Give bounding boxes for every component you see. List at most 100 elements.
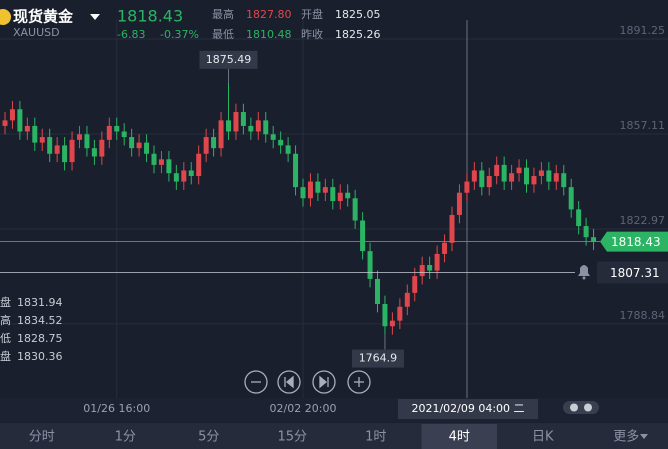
candle-body — [226, 120, 231, 132]
candle-body — [158, 159, 164, 165]
candle-body — [345, 192, 351, 199]
candle-body — [77, 134, 82, 140]
candle — [501, 156, 507, 190]
candle-body — [524, 167, 529, 185]
y-tick-label: 1822.97 — [620, 214, 666, 227]
candle-body — [322, 187, 328, 193]
low-value: 1810.48 — [246, 28, 292, 41]
candle-body — [501, 164, 507, 182]
candle-body — [151, 153, 157, 165]
candle — [9, 100, 15, 129]
candle-body — [404, 292, 410, 307]
toolbar-tab[interactable]: 日K — [532, 430, 554, 445]
y-tick-label: 1891.25 — [620, 24, 666, 37]
candle-body — [233, 112, 239, 132]
toolbar-tab[interactable]: 更多 — [613, 429, 639, 445]
candle — [352, 189, 358, 229]
candle-body — [389, 320, 395, 327]
candle — [367, 242, 373, 288]
zoom-in-button[interactable] — [347, 370, 371, 394]
alert-tag — [597, 261, 668, 284]
toolbar-tab[interactable]: 1分 — [115, 430, 136, 445]
annotation-box — [199, 50, 258, 69]
candle — [494, 156, 500, 185]
toolbar-tab[interactable]: 5分 — [198, 430, 219, 445]
symbol: XAUUSD — [13, 26, 60, 39]
candle — [307, 173, 313, 207]
candle-body — [240, 112, 246, 126]
candle — [345, 184, 351, 207]
candle — [114, 117, 120, 140]
header: 现货黄金 XAUUSD 1818.43 -6.83 -0.37% 最高 1827… — [0, 7, 381, 41]
toolbar-tab[interactable]: 15分 — [277, 430, 307, 445]
candle — [218, 112, 224, 157]
candle-body — [106, 125, 112, 140]
candle — [471, 162, 477, 190]
candle — [375, 270, 380, 313]
candle-body — [218, 120, 224, 149]
toolbar-tab[interactable]: 1时 — [365, 430, 386, 445]
candle-body — [114, 125, 120, 132]
candle-body — [337, 192, 343, 202]
candle — [39, 128, 45, 151]
candle-body — [427, 265, 433, 271]
candle — [456, 184, 462, 224]
y-tick-label: 1788.84 — [620, 309, 666, 322]
candle-body — [419, 265, 425, 277]
high-annotation: 1875.49 — [206, 53, 252, 66]
toolbar-tab[interactable]: 4时 — [449, 430, 470, 445]
candle-body — [479, 170, 485, 188]
high-label: 最高 — [212, 7, 234, 21]
candle — [531, 167, 537, 193]
candle — [270, 125, 276, 149]
candle — [136, 134, 142, 157]
candle-body — [307, 181, 313, 199]
open-value: 1825.05 — [335, 8, 381, 21]
scroll-left-button[interactable] — [277, 370, 301, 394]
candle-body — [509, 173, 515, 182]
readout-value: 1830.36 — [17, 350, 63, 363]
candle — [412, 267, 418, 302]
x-tick-label: 01/26 16:00 — [83, 402, 150, 415]
zoom-out-button[interactable] — [244, 370, 268, 394]
candle-body — [360, 220, 366, 252]
candle-body — [486, 176, 492, 188]
candle — [226, 82, 231, 140]
candle — [54, 137, 60, 163]
candle — [255, 112, 261, 140]
more-arrow[interactable] — [640, 434, 648, 439]
candle-body — [442, 242, 448, 254]
instrument-name[interactable]: 现货黄金 — [13, 8, 74, 26]
candle — [330, 178, 336, 210]
candle — [389, 312, 395, 335]
readout-value: 1834.52 — [17, 314, 63, 327]
candle-body — [203, 137, 209, 154]
candle-body — [196, 153, 202, 177]
dropdown-arrow[interactable] — [90, 14, 100, 20]
change-pct: -0.37% — [160, 28, 199, 41]
candle — [427, 256, 433, 279]
change: -6.83 — [117, 28, 145, 41]
candle-body — [263, 120, 269, 135]
candle — [315, 173, 321, 202]
candle-body — [456, 192, 462, 215]
y-tick-label: 1857.11 — [620, 119, 666, 132]
candle — [538, 162, 544, 185]
last-price-label: 1818.43 — [611, 235, 661, 249]
candle — [278, 131, 284, 154]
candle — [181, 162, 187, 190]
alert-bell[interactable] — [578, 265, 590, 280]
candle — [516, 159, 522, 182]
candle-body — [270, 134, 276, 140]
candle — [337, 184, 343, 210]
candle — [84, 125, 90, 157]
candle-body — [516, 167, 522, 174]
candle-body — [464, 181, 470, 193]
toggle-icon[interactable] — [563, 401, 599, 414]
candle — [576, 201, 582, 235]
candle — [591, 228, 597, 250]
candle — [196, 145, 202, 185]
scroll-right-button[interactable] — [312, 370, 336, 394]
candle-body — [144, 142, 150, 154]
toolbar-tab[interactable]: 分时 — [29, 430, 55, 445]
